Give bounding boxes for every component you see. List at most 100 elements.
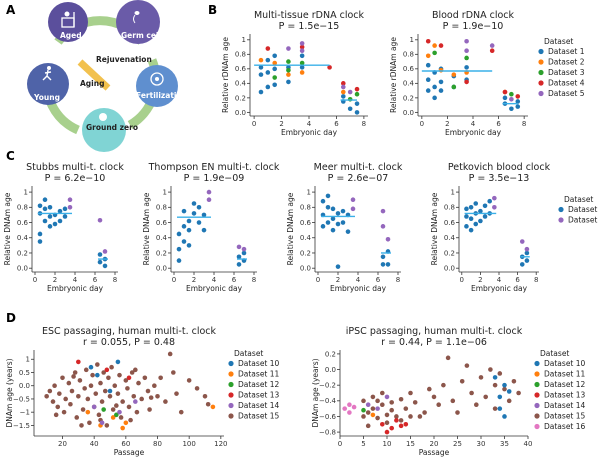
data-point: [107, 394, 113, 399]
y-tick-label: 0.0: [325, 366, 336, 374]
data-point: [341, 84, 346, 90]
legend-entry: Dataset 1: [548, 47, 585, 56]
x-tick-label: 120: [214, 440, 227, 448]
y-tick-label: 0.6: [156, 219, 168, 227]
sperm-icon: [133, 11, 140, 24]
legend-marker: [534, 392, 540, 398]
x-tick-label: 8: [534, 276, 538, 284]
legend-marker: [228, 360, 234, 367]
data-point: [265, 46, 271, 51]
data-point: [114, 412, 119, 418]
legend-title: Dataset: [564, 195, 593, 204]
data-point: [468, 205, 474, 210]
data-point: [128, 417, 133, 423]
data-point: [350, 206, 356, 212]
data-point: [380, 390, 385, 396]
legend-entry: Dataset 12: [544, 380, 586, 389]
data-point: [202, 394, 208, 399]
y-tick-label: 0.0: [17, 265, 28, 273]
x-tick-label: 2: [478, 276, 482, 284]
data-point: [365, 410, 371, 415]
data-point: [191, 211, 197, 216]
x-tick-label: 8: [396, 276, 400, 284]
x-tick-label: 2: [279, 120, 283, 128]
data-point: [186, 378, 192, 383]
data-point: [97, 217, 103, 223]
data-point: [464, 206, 469, 212]
data-point: [155, 394, 160, 399]
node-fertilization-circle: [136, 65, 178, 107]
data-point: [60, 375, 65, 381]
x-tick-label: 80: [153, 440, 162, 448]
data-point: [129, 370, 135, 375]
data-point: [76, 359, 81, 365]
data-point: [110, 407, 116, 412]
y-tick-label: 0.0: [300, 265, 311, 273]
x-tick-label: 4: [356, 276, 361, 284]
x-tick-label: 0: [420, 120, 424, 128]
data-point: [515, 94, 521, 99]
data-point: [502, 382, 507, 388]
node-germ-cell-circle: [116, 0, 160, 44]
panel-letter-a: A: [6, 3, 16, 17]
data-point: [502, 386, 507, 392]
arrow-aging: [77, 59, 111, 91]
data-point: [72, 370, 78, 375]
data-point: [515, 104, 521, 109]
data-point: [142, 375, 148, 381]
data-point: [384, 429, 390, 435]
data-point: [436, 402, 442, 408]
x-tick-label: 6: [334, 120, 339, 128]
data-point: [102, 388, 108, 394]
data-point: [181, 239, 187, 244]
y-tick-label: 0.0: [235, 109, 246, 117]
chart-title: iPSC passaging, human multi-t. clock: [346, 326, 523, 337]
data-point: [117, 409, 122, 415]
node-fertilization: Fertilization: [136, 65, 187, 107]
data-point: [87, 420, 92, 426]
data-point: [117, 372, 122, 378]
x-tick-label: 0: [338, 440, 342, 448]
y-tick-label: 0.8: [17, 204, 28, 212]
legend-entry: Dataset 5: [568, 216, 600, 225]
data-point: [52, 221, 58, 227]
data-point: [107, 388, 113, 394]
data-point: [516, 390, 521, 396]
legend-entry: Dataset 1: [568, 205, 600, 214]
y-axis-label: DNAm age (years): [5, 358, 14, 427]
data-point: [398, 423, 404, 429]
data-point: [42, 218, 48, 224]
data-point: [88, 383, 94, 389]
data-point: [67, 205, 73, 210]
data-point: [57, 218, 63, 224]
data-point: [380, 224, 386, 229]
data-point: [85, 409, 91, 415]
legend-entry: Dataset 10: [544, 359, 586, 368]
x-tick-label: 10: [383, 440, 392, 448]
legend-marker: [228, 402, 234, 409]
data-point: [133, 367, 138, 373]
data-point: [340, 220, 346, 225]
data-point: [299, 60, 305, 66]
chart-stat: P = 6.2e−10: [45, 173, 106, 184]
data-point: [97, 259, 103, 265]
x-tick-label: 5: [361, 440, 365, 448]
y-tick-label: −0.2: [319, 382, 336, 390]
data-point: [145, 388, 151, 394]
data-point: [380, 262, 386, 267]
y-tick-label: 0.4: [403, 80, 415, 88]
legend-marker: [228, 371, 234, 377]
y-tick-label: 0.2: [235, 94, 246, 102]
rejuvenation-label: Rejuvenation: [96, 55, 152, 64]
data-point: [123, 378, 129, 383]
data-point: [62, 206, 68, 212]
data-point: [464, 65, 469, 70]
data-point: [432, 95, 437, 101]
data-point: [82, 386, 87, 391]
legend-entry: Dataset 13: [238, 391, 280, 400]
